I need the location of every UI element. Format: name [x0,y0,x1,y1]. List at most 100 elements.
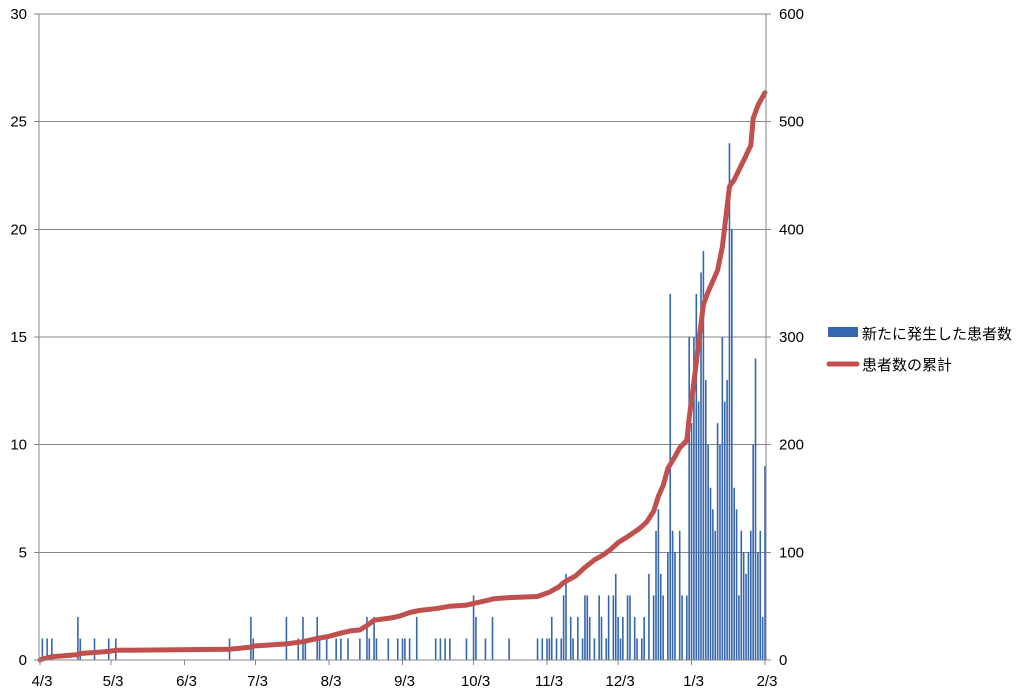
bar [598,595,600,660]
bar [366,616,368,660]
bar [764,466,766,660]
x-tick-label: 8/3 [321,673,342,690]
bar [588,616,591,660]
bar [368,638,371,660]
y-right-tick-label: 500 [779,114,804,131]
y-right-tick-label: 0 [779,652,787,669]
bar [548,638,551,660]
bar [697,401,700,660]
bar [408,638,411,660]
bar [704,380,707,660]
bar [643,616,645,660]
y-right-tick-label: 200 [779,437,804,454]
y-left-tick-label: 15 [10,329,27,346]
bar [373,616,375,660]
x-tick-label: 4/3 [32,673,53,690]
bar [401,638,404,660]
y-right-tick-label: 100 [779,544,804,561]
bar [745,573,747,660]
bar [318,638,321,660]
bar [648,573,650,660]
bar [297,638,300,660]
bar [728,143,731,660]
bar [733,487,735,660]
legend-item-cumulative: 患者数の累計 [826,356,952,374]
bar [681,595,683,660]
bar [719,444,721,660]
bar [726,380,728,660]
bar [41,638,44,660]
bar [472,595,475,660]
bar [714,530,717,660]
bar [678,530,681,660]
legend-label-cumulative: 患者数の累計 [862,356,952,374]
bar [340,638,342,660]
bar [674,552,676,660]
bar [584,595,586,660]
bar [347,638,349,660]
bar [688,337,690,660]
bar [707,444,709,660]
x-tick-label: 2/3 [757,673,778,690]
x-tick-label: 1/3 [683,673,704,690]
bar [565,573,567,660]
bar [716,423,719,660]
bar [465,638,468,660]
y-left-tick-label: 5 [19,544,27,561]
bar [671,530,674,660]
axes [34,13,771,665]
bar [560,638,563,660]
bar [304,638,307,660]
legend-bar-swatch [828,327,858,337]
bar [484,638,487,660]
bar [491,616,494,660]
bar [593,638,596,660]
bar [546,638,548,660]
bar [629,595,631,660]
bar [709,487,712,660]
y-right-tick-label: 600 [779,6,804,23]
bar [617,616,619,660]
bar [569,616,572,660]
bar [387,638,390,660]
bar [669,293,672,660]
bar [79,638,82,660]
bar [444,638,446,660]
bar [396,638,399,660]
bar [695,293,698,660]
bar [619,638,622,660]
bar [586,595,589,660]
bar [754,358,757,660]
bar [51,638,53,660]
bar [607,595,610,660]
bar [721,337,724,660]
gridlines [39,13,766,661]
y-left-tick-label: 20 [10,221,27,238]
y-left-tick-label: 0 [19,652,27,669]
bar [577,616,579,660]
bar [667,552,669,660]
bar [612,595,615,660]
bar [731,229,733,661]
legend-item-new-patients: 新たに発生した患者数 [828,325,1012,343]
x-tick-label: 10/3 [461,673,490,690]
bar [640,638,643,660]
bar [77,616,79,660]
bar [325,638,328,660]
bar [723,401,726,660]
bar [335,638,337,660]
bar [536,638,539,660]
bar [600,616,603,660]
bar [740,530,743,660]
bar [605,638,608,660]
bar [434,638,437,660]
bar [449,638,451,660]
bar [439,638,442,660]
bar [690,423,693,660]
bar [693,337,695,660]
x-tick-label: 11/3 [535,673,563,690]
bar-series [41,143,766,661]
bar [636,638,638,660]
bar [46,638,48,660]
